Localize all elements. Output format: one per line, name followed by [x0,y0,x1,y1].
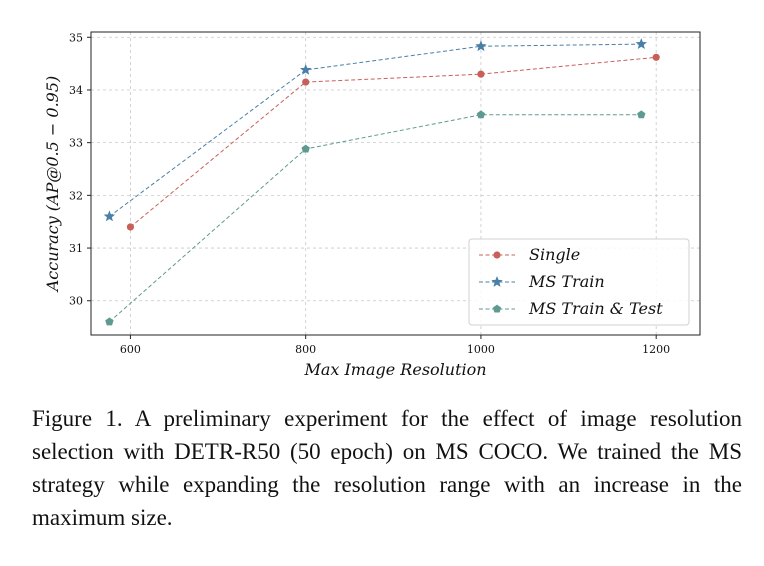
data-point [103,210,116,222]
x-tick-label: 600 [120,343,141,356]
figure-caption: Figure 1. A preliminary experiment for t… [32,406,742,530]
data-point [477,70,485,78]
legend-label: Single [529,245,580,264]
legend-label: MS Train [528,272,605,291]
data-point [635,38,647,49]
series-line [109,114,642,323]
data-point [105,317,114,326]
x-axis-label: Max Image Resolution [303,360,486,379]
series-line [130,56,657,228]
x-tick-label: 800 [295,343,316,356]
series-group [103,38,660,326]
y-tick-label: 32 [69,189,83,202]
data-point [126,223,135,231]
legend: Single MS Train MS Train & Test [468,238,690,326]
legend-box [468,238,690,326]
data-point [301,144,310,153]
y-tick-label: 30 [69,295,83,308]
legend-marker [492,304,502,313]
legend-marker [493,251,501,259]
legend-marker [491,276,503,287]
plot-frame [90,31,701,336]
data-point [299,63,312,75]
y-axis-label: Accuracy (AP@0.5 − 0.95) [43,76,62,294]
data-point [302,78,310,86]
y-tick-label: 35 [69,31,83,44]
x-tick-label: 1200 [642,343,670,356]
x-tick-label: 1000 [467,343,495,356]
data-point [637,110,646,119]
data-point [475,40,487,52]
series-line [109,43,642,217]
line-chart: 600 800 1000 1200 30 31 32 33 34 35 Max Image Res… [43,31,701,379]
y-tick-label: 34 [69,84,83,97]
axis-ticks: 600 800 1000 1200 30 31 32 33 34 35 [69,31,670,356]
legend-label: MS Train & Test [528,299,663,318]
y-tick-label: 33 [69,137,83,150]
y-tick-label: 31 [69,242,83,255]
data-point [652,53,660,61]
data-point [476,110,486,119]
